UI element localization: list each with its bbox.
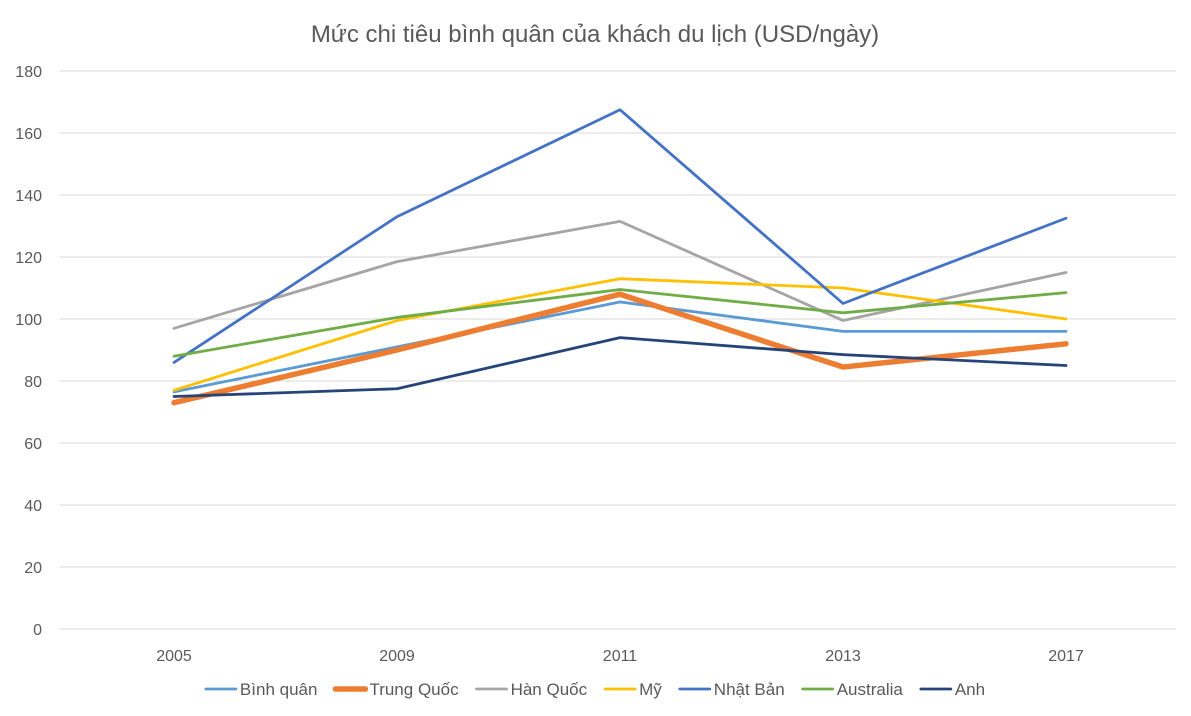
series-line-2 xyxy=(172,219,1068,330)
x-tick-label: 2017 xyxy=(1048,648,1084,665)
x-tick-label: 2013 xyxy=(825,648,861,665)
y-tick-label: 180 xyxy=(15,64,42,81)
legend-label: Mỹ xyxy=(639,680,662,699)
legend-label: Trung Quốc xyxy=(369,680,459,699)
y-tick-label: 40 xyxy=(24,498,42,515)
legend: Bình quân Trung Quốc Hàn Quốc Mỹ Nhật Bản Aus… xyxy=(204,680,985,699)
y-tick-label: 120 xyxy=(15,250,42,267)
y-tick-label: 0 xyxy=(33,622,42,639)
legend-label: Bình quân xyxy=(240,680,318,699)
series-line-4 xyxy=(172,108,1068,364)
legend-label: Australia xyxy=(837,680,904,699)
y-tick-label: 20 xyxy=(24,560,42,577)
chart-title: Mức chi tiêu bình quân của khách du lịch… xyxy=(311,21,879,48)
y-tick-label: 140 xyxy=(15,188,42,205)
x-axis-ticks: 2005 2009 2011 2013 2017 xyxy=(156,648,1084,665)
series-line-5 xyxy=(172,288,1068,358)
y-tick-label: 160 xyxy=(15,126,42,143)
y-axis-ticks: 0 20 40 60 80 100 120 140 160 180 xyxy=(15,64,42,639)
y-tick-label: 100 xyxy=(15,312,42,329)
series-line-0 xyxy=(172,300,1068,394)
y-tick-label: 60 xyxy=(24,436,42,453)
series-line-3 xyxy=(172,277,1068,392)
gridlines xyxy=(60,70,1176,630)
x-tick-label: 2011 xyxy=(603,648,638,665)
legend-label: Nhật Bản xyxy=(714,680,785,699)
legend-label: Anh xyxy=(955,680,985,699)
x-tick-label: 2005 xyxy=(156,648,192,665)
series-line-6 xyxy=(172,336,1068,398)
legend-label: Hàn Quốc xyxy=(511,680,588,699)
series-lines xyxy=(171,108,1069,406)
y-tick-label: 80 xyxy=(24,374,42,391)
x-tick-label: 2009 xyxy=(379,648,415,665)
